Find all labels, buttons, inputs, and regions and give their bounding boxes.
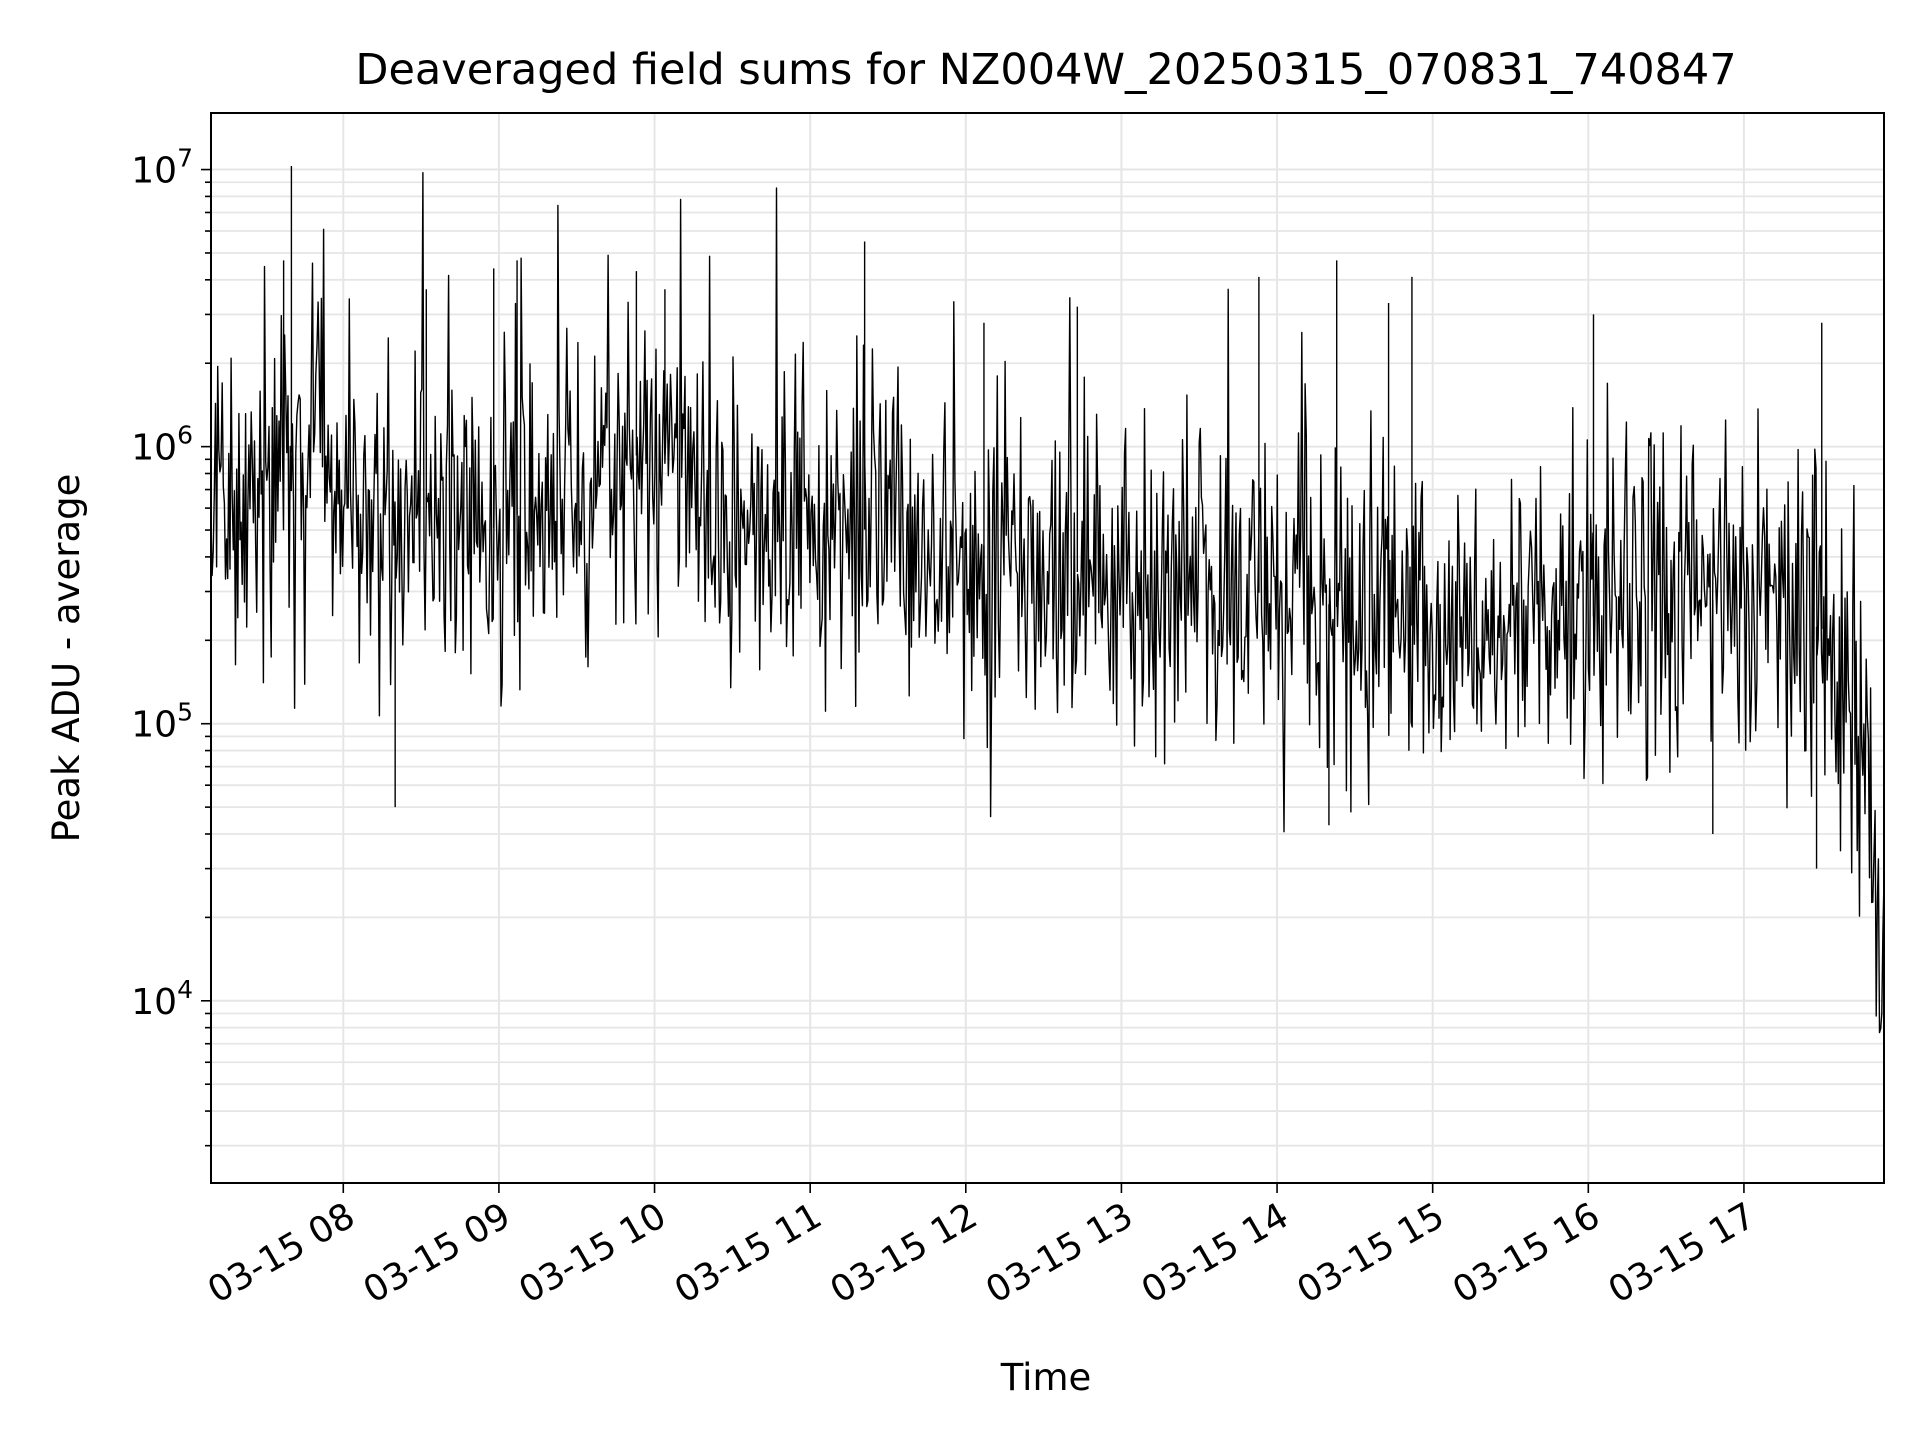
- chart: 03-15 0803-15 0903-15 1003-15 1103-15 12…: [0, 0, 1920, 1440]
- y-axis-label: Peak ADU - average: [45, 474, 88, 843]
- chart-title: Deaveraged field sums for NZ004W_2025031…: [355, 45, 1736, 95]
- x-axis-label: Time: [1000, 1356, 1092, 1399]
